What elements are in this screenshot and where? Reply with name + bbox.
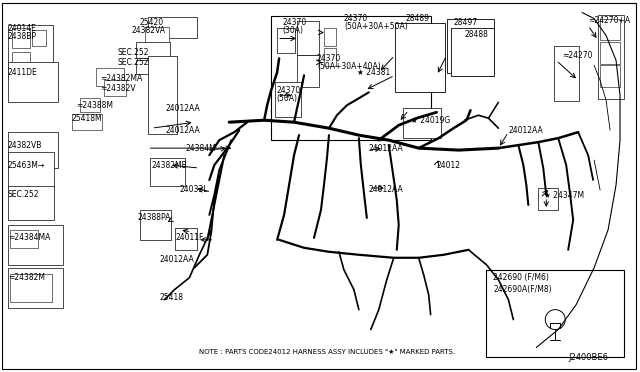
Text: ≂24382M: ≂24382M xyxy=(8,273,45,282)
Bar xyxy=(145,26,170,44)
Bar xyxy=(8,186,54,220)
Bar xyxy=(150,158,186,186)
Bar xyxy=(8,225,63,265)
Bar xyxy=(12,29,30,48)
Text: 25420: 25420 xyxy=(140,18,164,27)
Text: 24382MB: 24382MB xyxy=(152,161,188,170)
Text: 24012AA: 24012AA xyxy=(369,186,404,195)
Bar xyxy=(8,62,58,102)
Bar xyxy=(80,98,100,112)
Bar xyxy=(324,29,336,46)
Text: 28488: 28488 xyxy=(465,30,488,39)
Text: SEC.252: SEC.252 xyxy=(118,58,149,67)
Bar xyxy=(140,210,172,240)
Bar xyxy=(175,228,197,250)
Bar xyxy=(600,65,620,87)
Text: ★ 24381: ★ 24381 xyxy=(357,68,390,77)
Text: 24033L: 24033L xyxy=(179,186,208,195)
Text: 24012AA: 24012AA xyxy=(369,144,404,153)
Text: ≂24270+A: ≂24270+A xyxy=(588,16,630,25)
Bar xyxy=(148,16,197,38)
Text: (50A+30A+40A): (50A+30A+40A) xyxy=(317,62,381,71)
Bar xyxy=(486,270,624,357)
Text: 24012AA: 24012AA xyxy=(166,126,200,135)
Bar xyxy=(72,114,102,130)
Ellipse shape xyxy=(545,310,565,330)
Text: 25418M: 25418M xyxy=(72,114,102,123)
Text: (30A): (30A) xyxy=(282,26,303,35)
Text: 2411DE: 2411DE xyxy=(8,68,38,77)
Text: 24011F: 24011F xyxy=(175,233,204,242)
Bar xyxy=(8,132,58,168)
Text: 24012: 24012 xyxy=(436,161,461,170)
Text: 24012AA: 24012AA xyxy=(166,104,200,113)
Text: 24370: 24370 xyxy=(317,54,341,63)
Bar xyxy=(277,29,295,54)
Text: J2400BE6: J2400BE6 xyxy=(568,353,608,362)
Text: SEC.252: SEC.252 xyxy=(8,190,40,199)
Bar xyxy=(403,108,440,138)
Text: ≂24382V: ≂24382V xyxy=(100,84,135,93)
Text: 24384M: 24384M xyxy=(186,144,216,153)
Text: ≂24382MA: ≂24382MA xyxy=(100,74,142,83)
Bar xyxy=(104,80,125,96)
Text: 24370: 24370 xyxy=(344,14,368,23)
Text: 24370: 24370 xyxy=(282,18,307,27)
Text: 242690A(F/M8): 242690A(F/M8) xyxy=(493,285,552,294)
Bar xyxy=(8,25,53,79)
Text: 28489: 28489 xyxy=(406,14,429,23)
Bar xyxy=(148,57,177,134)
Bar xyxy=(8,152,54,188)
Bar xyxy=(96,68,124,86)
Text: 24012AA: 24012AA xyxy=(159,255,195,264)
Text: ★ 24019G: ★ 24019G xyxy=(411,116,450,125)
Bar xyxy=(271,16,431,140)
Text: SEC.252: SEC.252 xyxy=(118,48,149,57)
Text: 25463M→: 25463M→ xyxy=(8,161,45,170)
Text: ≂24270: ≂24270 xyxy=(562,51,593,60)
Bar xyxy=(297,55,319,87)
Text: ≂24388M: ≂24388M xyxy=(76,101,113,110)
Text: 24388PA: 24388PA xyxy=(138,214,171,222)
Bar xyxy=(451,29,495,76)
Bar xyxy=(12,52,30,70)
Text: 242690 (F/M6): 242690 (F/M6) xyxy=(493,273,549,282)
Text: 2438BP: 2438BP xyxy=(8,32,37,41)
Text: NOTE : PARTS CODE24012 HARNESS ASSY INCLUDES "★" MARKED PARTS.: NOTE : PARTS CODE24012 HARNESS ASSY INCL… xyxy=(200,349,456,355)
Bar xyxy=(136,60,166,74)
Text: (50A): (50A) xyxy=(276,94,297,103)
Text: 24370: 24370 xyxy=(276,86,300,95)
Bar xyxy=(297,20,319,55)
Text: ★ 24347M: ★ 24347M xyxy=(544,190,584,199)
Bar xyxy=(136,42,170,58)
Text: 24382VB: 24382VB xyxy=(8,141,42,150)
Text: 24014E: 24014E xyxy=(8,24,37,33)
Bar xyxy=(32,31,46,46)
Bar xyxy=(600,19,620,41)
Bar xyxy=(324,48,336,66)
Bar xyxy=(554,46,579,101)
Text: ≂24384MA: ≂24384MA xyxy=(8,233,51,242)
Bar xyxy=(600,42,620,64)
Text: 28497: 28497 xyxy=(454,18,477,27)
Bar xyxy=(8,268,63,308)
Bar xyxy=(275,82,301,117)
Text: 25418: 25418 xyxy=(159,293,184,302)
Bar xyxy=(538,188,558,210)
Bar xyxy=(395,23,445,92)
Bar xyxy=(598,15,624,99)
Text: 24012AA: 24012AA xyxy=(508,126,543,135)
Text: (50A+30A+50A): (50A+30A+50A) xyxy=(344,22,408,31)
Bar xyxy=(10,230,38,248)
Bar xyxy=(10,274,52,302)
Text: 24382VA: 24382VA xyxy=(132,26,166,35)
Bar xyxy=(447,19,495,73)
